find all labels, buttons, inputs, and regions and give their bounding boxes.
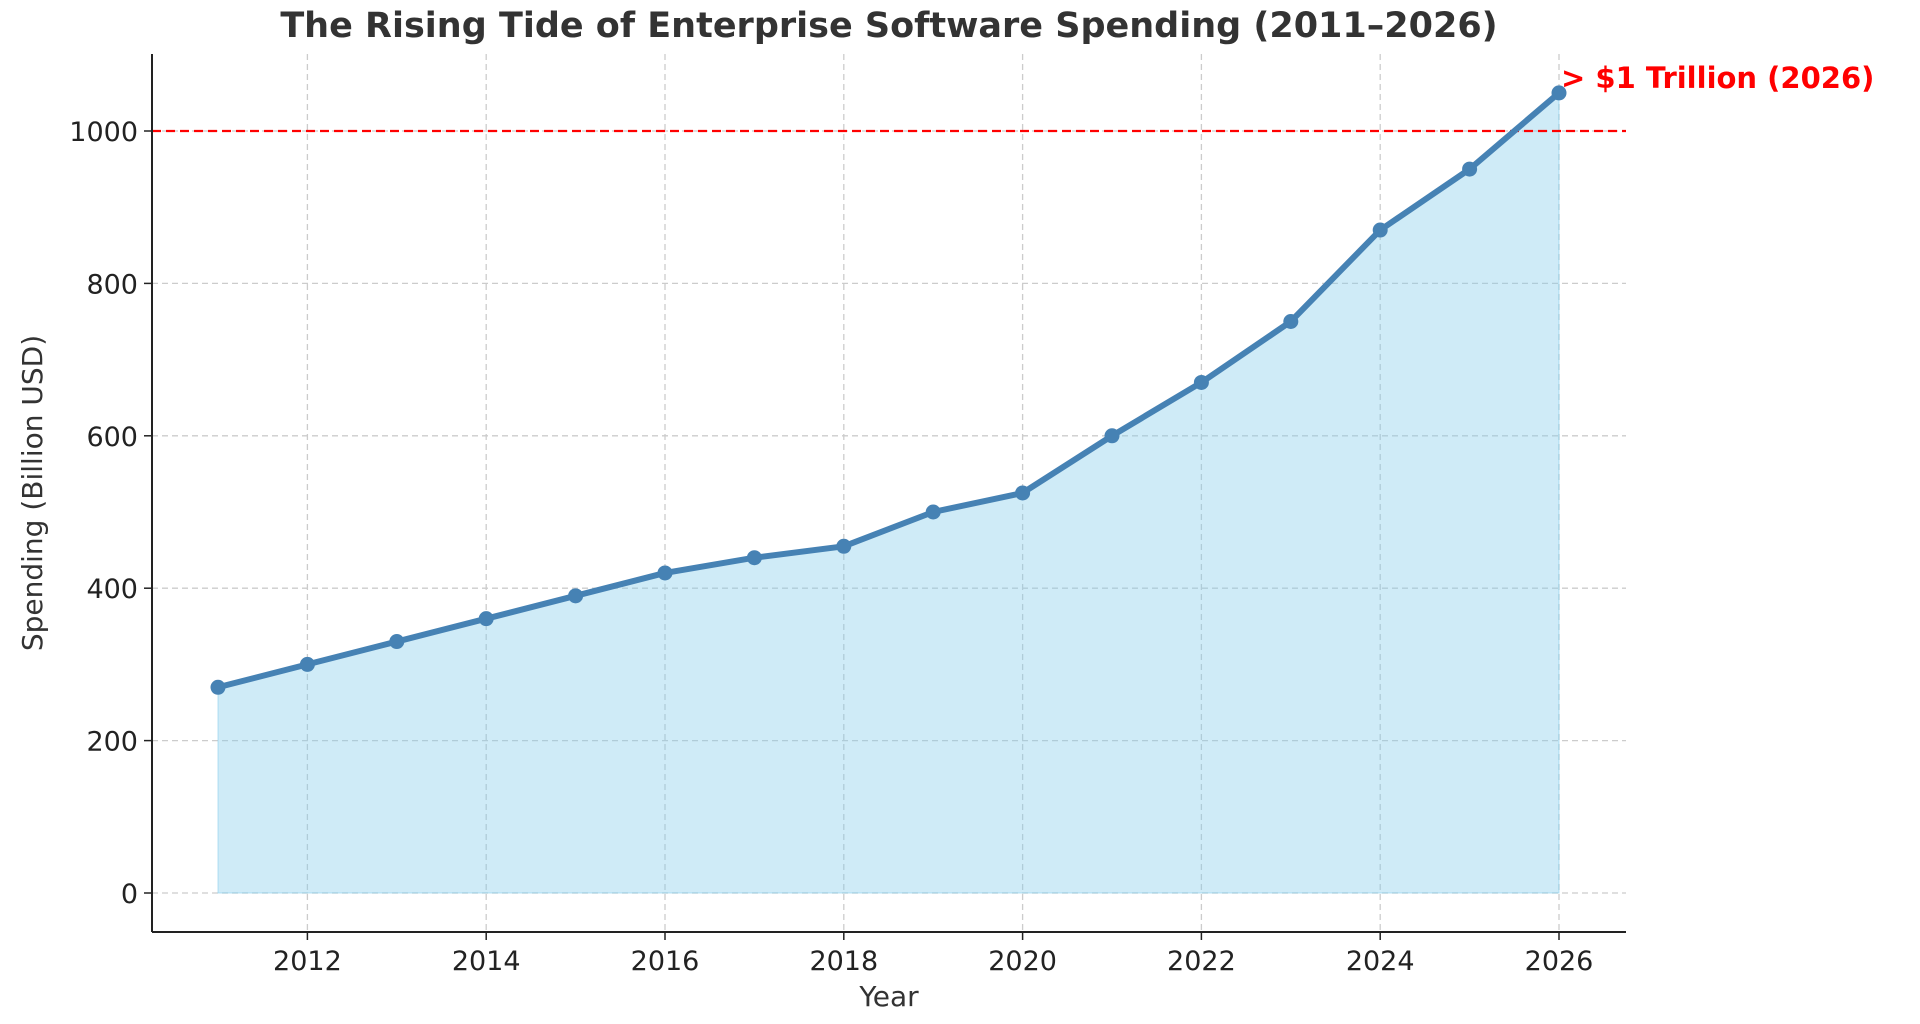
x-tick-label: 2026	[1525, 946, 1594, 977]
data-point	[1462, 161, 1478, 177]
data-point	[1283, 314, 1299, 329]
x-axis-label: Year	[858, 980, 919, 1013]
tick-labels: 2012 2014 2016 2018 2020 2022 2024 2026 0 200 400 6…	[69, 117, 1593, 977]
y-tick-label: 800	[86, 269, 138, 300]
data-point	[1015, 485, 1031, 501]
data-point	[1551, 85, 1567, 101]
y-tick-label: 200	[86, 727, 138, 758]
data-point	[746, 550, 762, 566]
data-point	[657, 565, 673, 581]
series-line	[217, 90, 1561, 691]
chart-title: The Rising Tide of Enterprise Software S…	[280, 6, 1497, 46]
area-fill	[217, 91, 1560, 894]
x-tick-label: 2022	[1167, 946, 1236, 977]
data-point	[299, 656, 315, 672]
axes	[144, 54, 1626, 940]
y-axis-label: Spending (Billion USD)	[16, 335, 49, 651]
x-tick-label: 2018	[809, 946, 878, 977]
data-point	[389, 634, 405, 650]
data-point	[568, 588, 584, 604]
x-tick-label: 2020	[988, 946, 1057, 977]
data-point	[478, 611, 494, 627]
x-tick-label: 2016	[631, 946, 700, 977]
data-point	[925, 504, 941, 520]
x-tick-label: 2024	[1346, 946, 1415, 977]
y-tick-label: 0	[121, 879, 138, 910]
data-point	[836, 538, 852, 554]
y-tick-label: 600	[86, 422, 138, 453]
annotation: > $1 Trillion (2026)	[1561, 61, 1874, 95]
data-point	[210, 679, 226, 695]
x-tick-label: 2012	[273, 946, 342, 977]
data-points	[210, 85, 1567, 695]
y-tick-label: 400	[86, 574, 138, 605]
y-tick-label: 1000	[69, 117, 138, 148]
data-point	[1104, 428, 1120, 444]
data-point	[1193, 374, 1209, 390]
data-point	[1372, 222, 1388, 238]
x-tick-label: 2014	[452, 946, 521, 977]
